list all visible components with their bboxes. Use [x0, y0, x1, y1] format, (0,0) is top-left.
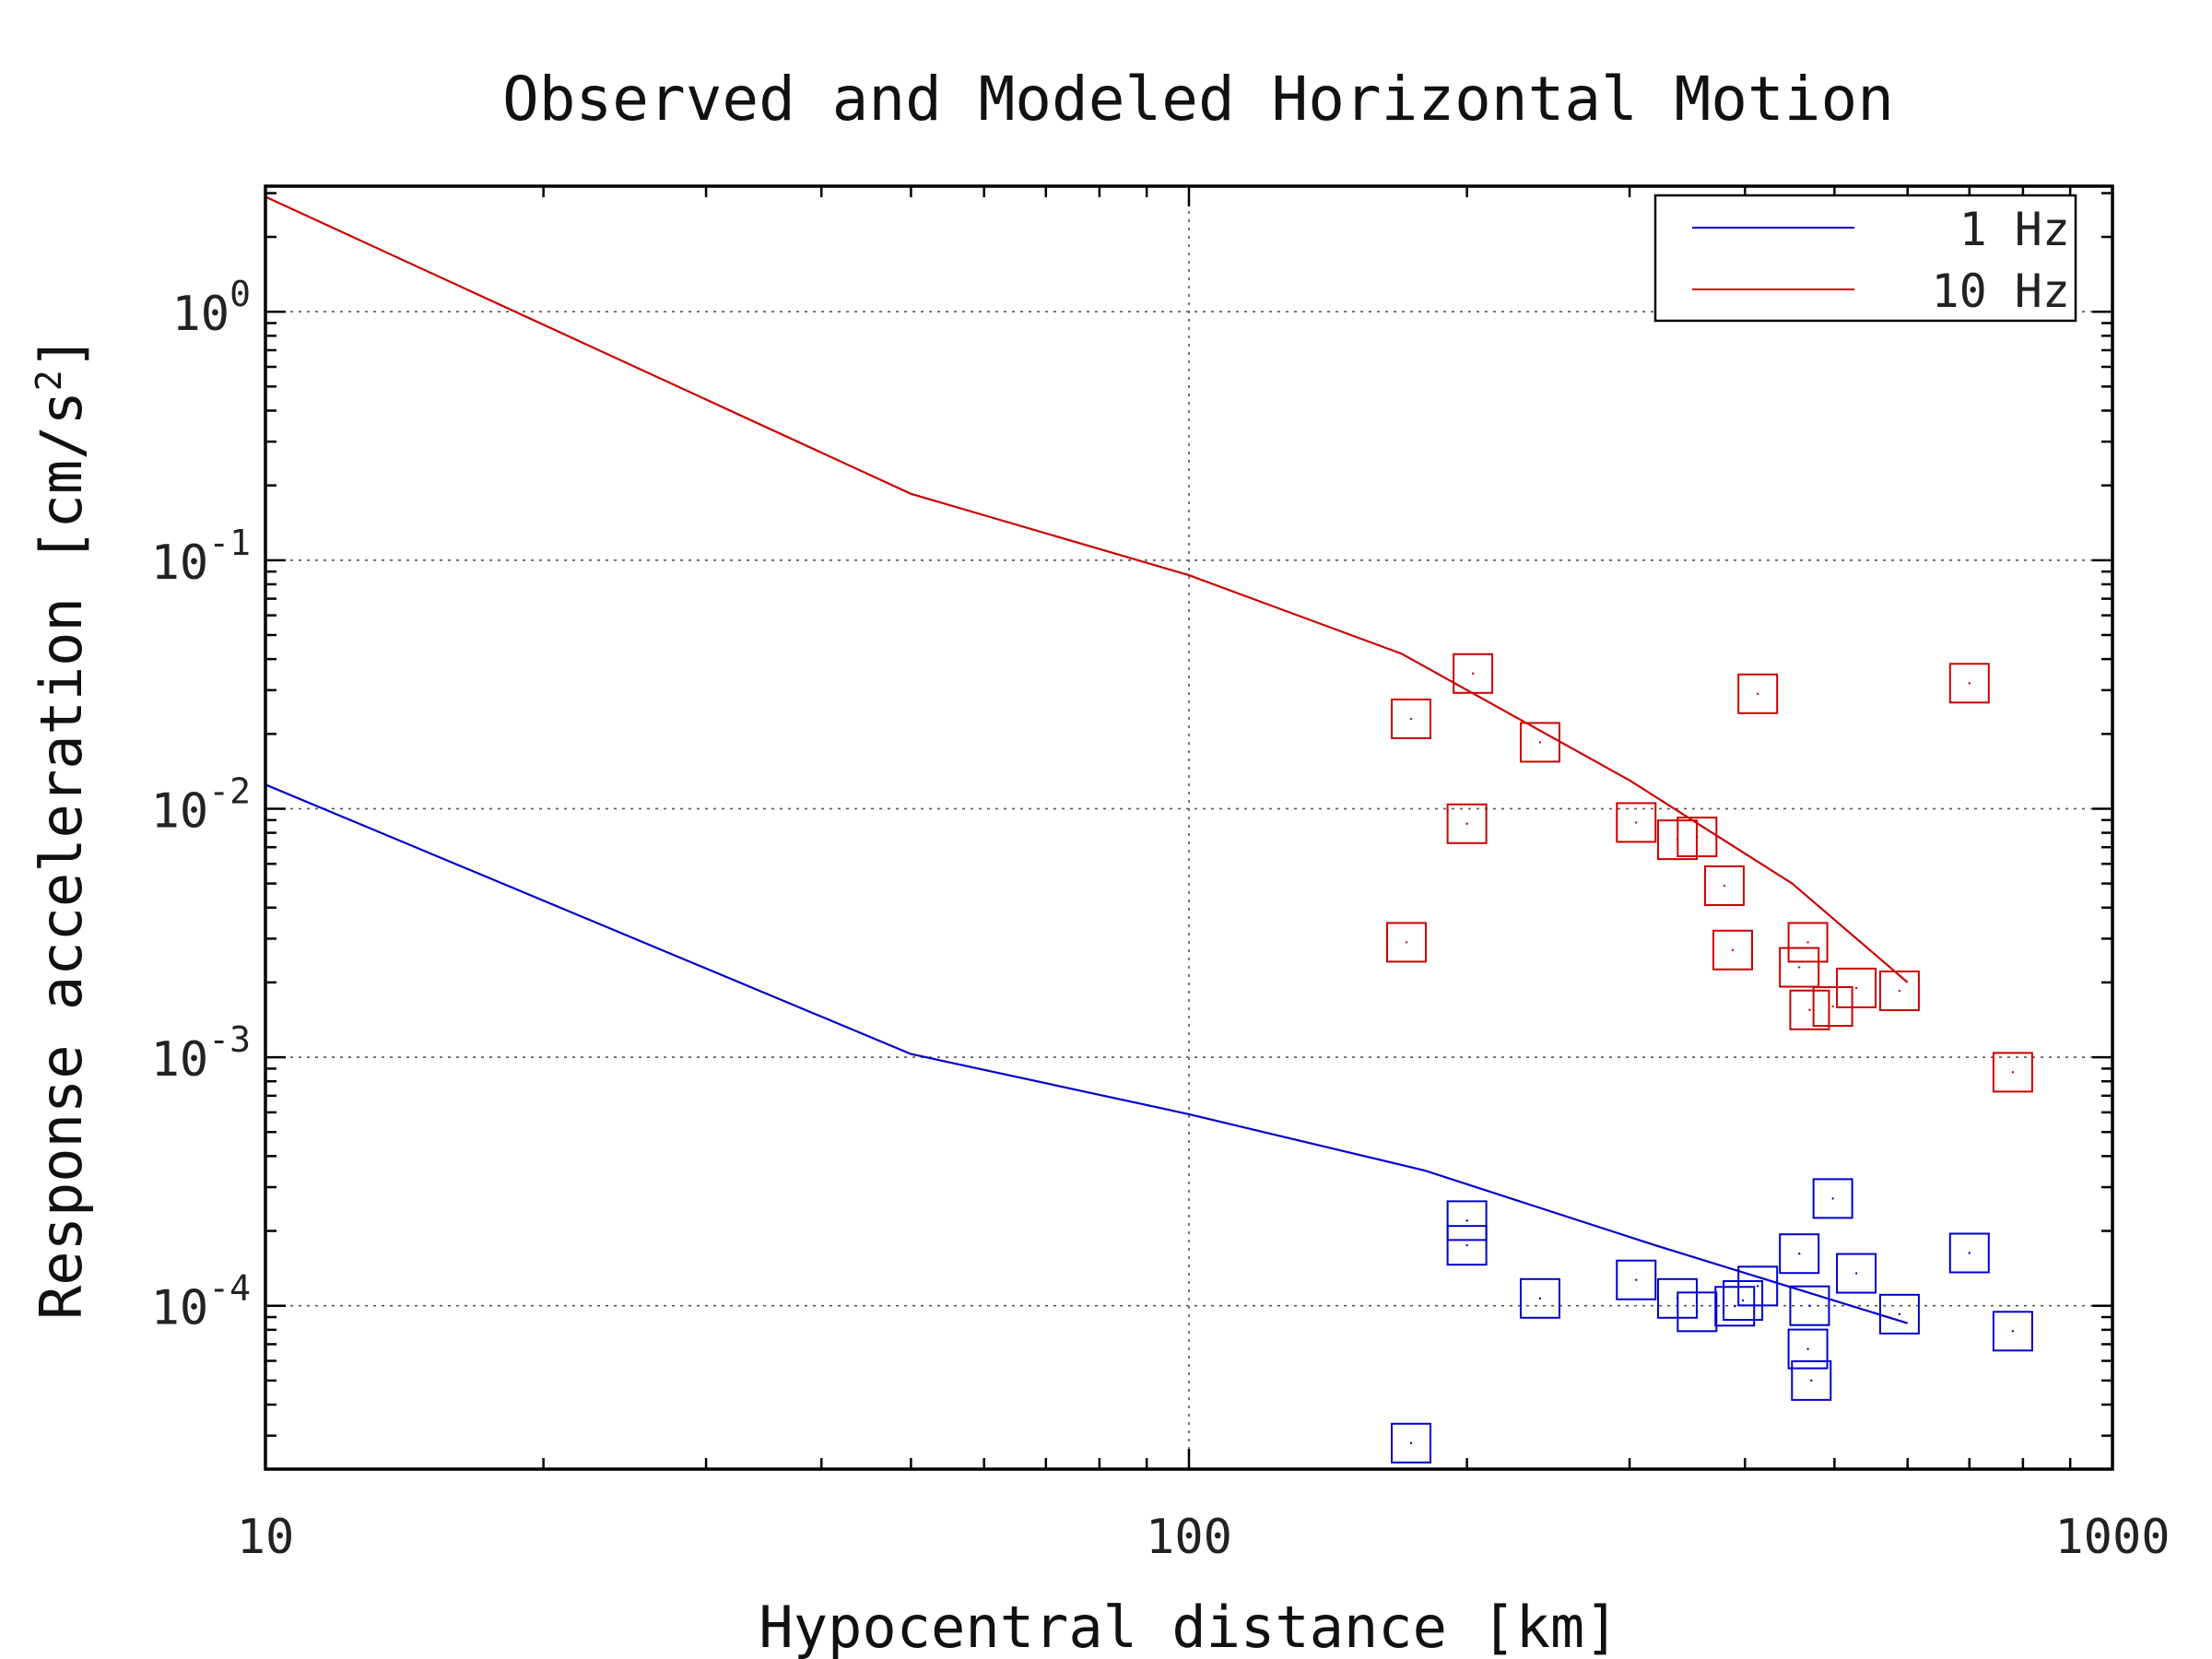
observed-point-center-1hz	[1465, 1219, 1468, 1222]
observed-point-center-1hz	[1810, 1379, 1813, 1382]
observed-point-center-10hz	[1723, 884, 1726, 888]
observed-point-center-1hz	[1808, 1304, 1811, 1307]
model-line-10hz	[265, 195, 1909, 983]
observed-point-center-10hz	[1898, 989, 1901, 993]
observed-point-10hz	[1878, 971, 1920, 1012]
observed-point-1hz	[1446, 1225, 1488, 1266]
data-series	[265, 195, 2033, 1464]
observed-point-center-1hz	[1854, 1272, 1858, 1275]
observed-point-center-10hz	[1756, 692, 1759, 695]
legend-box	[1653, 194, 2077, 323]
observed-point-1hz	[1616, 1259, 1657, 1300]
x-tick-label: 1000	[2054, 1510, 2170, 1565]
x-tick-label: 10	[237, 1510, 295, 1565]
observed-point-center-10hz	[1806, 941, 1809, 944]
observed-point-10hz	[1453, 653, 1494, 694]
observed-point-center-1hz	[1409, 1441, 1413, 1444]
observed-point-1hz	[1391, 1422, 1432, 1464]
observed-point-10hz	[1992, 1052, 2033, 1093]
observed-point-10hz	[1385, 922, 1427, 963]
observed-point-1hz	[1789, 1285, 1830, 1326]
chart-title: Observed and Modeled Horizontal Motion	[502, 64, 1894, 135]
observed-point-10hz	[1836, 967, 1877, 1008]
x-tick-label: 100	[1146, 1510, 1232, 1565]
observed-point-1hz	[1791, 1359, 1832, 1401]
observed-point-center-1hz	[1806, 1347, 1809, 1350]
observed-point-1hz	[1677, 1291, 1718, 1333]
observed-point-10hz	[1446, 803, 1488, 844]
observed-point-center-1hz	[1696, 1311, 1699, 1313]
observed-point-center-1hz	[1635, 1278, 1638, 1281]
observed-point-center-10hz	[1635, 821, 1638, 824]
observed-point-1hz	[1812, 1178, 1853, 1219]
y-axis-label-exponent: 2	[29, 370, 69, 391]
y-tick-labels: 100 10-1 10-2 10-3 10-4	[151, 274, 251, 1335]
observed-point-10hz	[1948, 663, 1990, 704]
observed-point-center-10hz	[1465, 822, 1468, 825]
observed-point-center-10hz	[1471, 672, 1475, 675]
observed-point-center-1hz	[1756, 1285, 1759, 1288]
y-axis-label-main: Response acceleration [cm/s	[28, 391, 95, 1320]
y-axis-label-tail: ]	[28, 335, 95, 370]
grid-lines	[265, 186, 2112, 1469]
observed-point-center-10hz	[1797, 966, 1801, 969]
observed-point-10hz	[1737, 673, 1779, 714]
x-axis-label: Hypocentral distance [km]	[759, 1594, 1618, 1659]
observed-point-10hz	[1712, 929, 1754, 971]
observed-point-1hz	[1723, 1279, 1764, 1321]
observed-point-10hz	[1789, 989, 1830, 1030]
y-tick-label: 10-3	[151, 1019, 251, 1088]
y-tick-label: 10-1	[151, 523, 251, 591]
observed-point-1hz	[1878, 1293, 1920, 1335]
y-tick-label: 10-2	[151, 771, 251, 839]
observed-point-10hz	[1519, 722, 1560, 763]
observed-point-1hz	[1787, 1328, 1829, 1370]
observed-point-10hz	[1616, 802, 1657, 843]
observed-point-center-1hz	[2011, 1330, 2015, 1333]
observed-point-1hz	[1446, 1200, 1488, 1241]
observed-point-center-1hz	[1734, 1305, 1736, 1308]
observed-point-center-10hz	[1409, 717, 1413, 721]
observed-point-center-10hz	[1538, 741, 1542, 744]
observed-point-1hz	[1992, 1311, 2033, 1352]
observed-point-10hz	[1677, 817, 1718, 858]
legend-label-1hz: 1 Hz	[1959, 203, 2070, 256]
observed-point-center-10hz	[1968, 682, 1971, 685]
y-axis-label: Response acceleration [cm/s2]	[28, 335, 95, 1320]
plot-frame	[264, 184, 2114, 1471]
observed-point-center-10hz	[1696, 835, 1699, 839]
observed-point-10hz	[1779, 947, 1820, 988]
observed-point-1hz	[1836, 1253, 1877, 1294]
y-tick-label: 10-4	[151, 1268, 251, 1336]
observed-point-center-1hz	[1898, 1312, 1901, 1316]
legend-label-10hz: 10 Hz	[1931, 265, 2070, 318]
observed-point-center-10hz	[1731, 948, 1735, 951]
observed-point-10hz	[1391, 698, 1432, 739]
observed-point-center-10hz	[1831, 1005, 1834, 1008]
observed-point-1hz	[1948, 1232, 1990, 1274]
observed-point-center-1hz	[1831, 1197, 1834, 1200]
observed-point-center-1hz	[1741, 1299, 1745, 1302]
observed-point-center-1hz	[1797, 1253, 1801, 1255]
observed-point-center-10hz	[1808, 1008, 1811, 1011]
observed-point-center-1hz	[1465, 1243, 1468, 1247]
observed-point-center-1hz	[1968, 1252, 1971, 1254]
observed-point-center-10hz	[1854, 986, 1858, 990]
x-tick-labels: 10 100 1000	[237, 1510, 2171, 1565]
observed-point-center-1hz	[1538, 1297, 1542, 1300]
observed-point-10hz	[1703, 865, 1745, 906]
observed-point-1hz	[1519, 1277, 1560, 1319]
observed-point-1hz	[1737, 1265, 1779, 1307]
legend: 1 Hz 10 Hz	[1653, 194, 2077, 323]
observed-point-center-10hz	[2011, 1071, 2015, 1074]
observed-point-10hz	[1787, 922, 1829, 963]
y-tick-label: 100	[171, 274, 251, 342]
observed-point-1hz	[1779, 1233, 1820, 1275]
model-line-1hz	[265, 783, 1909, 1324]
observed-point-center-10hz	[1405, 941, 1408, 944]
